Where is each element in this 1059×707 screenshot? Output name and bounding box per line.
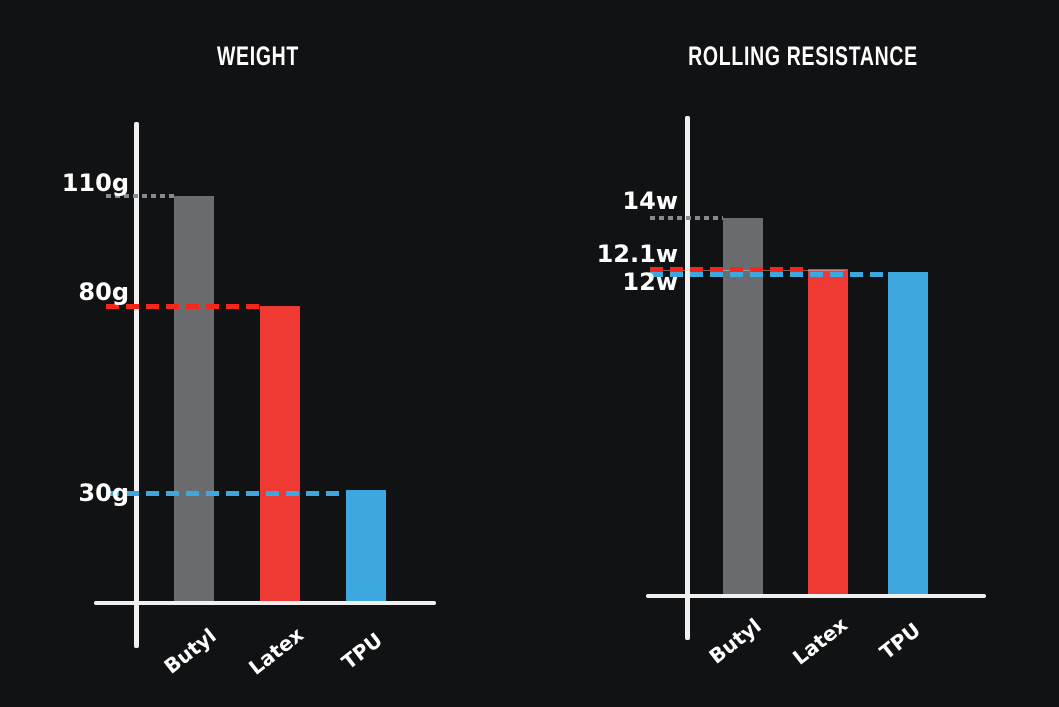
rolling-resistance-category-label-tpu: TPU [875,617,925,665]
weight-bar-latex [260,306,300,601]
rolling-resistance-chart-title: ROLLING RESISTANCE [688,41,918,71]
weight-leader-line-latex [106,304,260,309]
rolling-resistance-leader-line-latex [650,267,808,272]
rolling-resistance-x-axis [646,594,986,598]
weight-leader-line-butyl [106,194,174,198]
weight-value-label-tpu: 30g [78,479,129,507]
rolling-resistance-value-label-tpu: 12w [622,268,678,296]
weight-value-label-butyl: 110g [61,169,129,197]
weight-value-label-latex: 80g [78,278,129,306]
weight-leader-line-tpu [106,491,346,496]
weight-y-axis [134,122,139,648]
rolling-resistance-bar-tpu [888,272,928,594]
rolling-resistance-value-label-butyl: 14w [622,187,678,215]
rolling-resistance-leader-line-tpu [650,272,888,277]
rolling-resistance-y-axis [685,116,690,640]
weight-bar-butyl [174,196,214,601]
rolling-resistance-bar-latex [808,269,848,594]
weight-bar-tpu [346,490,386,601]
rolling-resistance-value-label-latex: 12.1w [596,240,678,268]
weight-x-axis [94,601,436,605]
rolling-resistance-category-label-butyl: Butyl [704,613,766,669]
weight-chart-title: WEIGHT [216,41,300,71]
rolling-resistance-leader-line-butyl [650,216,723,220]
rolling-resistance-category-label-latex: Latex [788,612,852,670]
rolling-resistance-bar-butyl [723,218,763,594]
